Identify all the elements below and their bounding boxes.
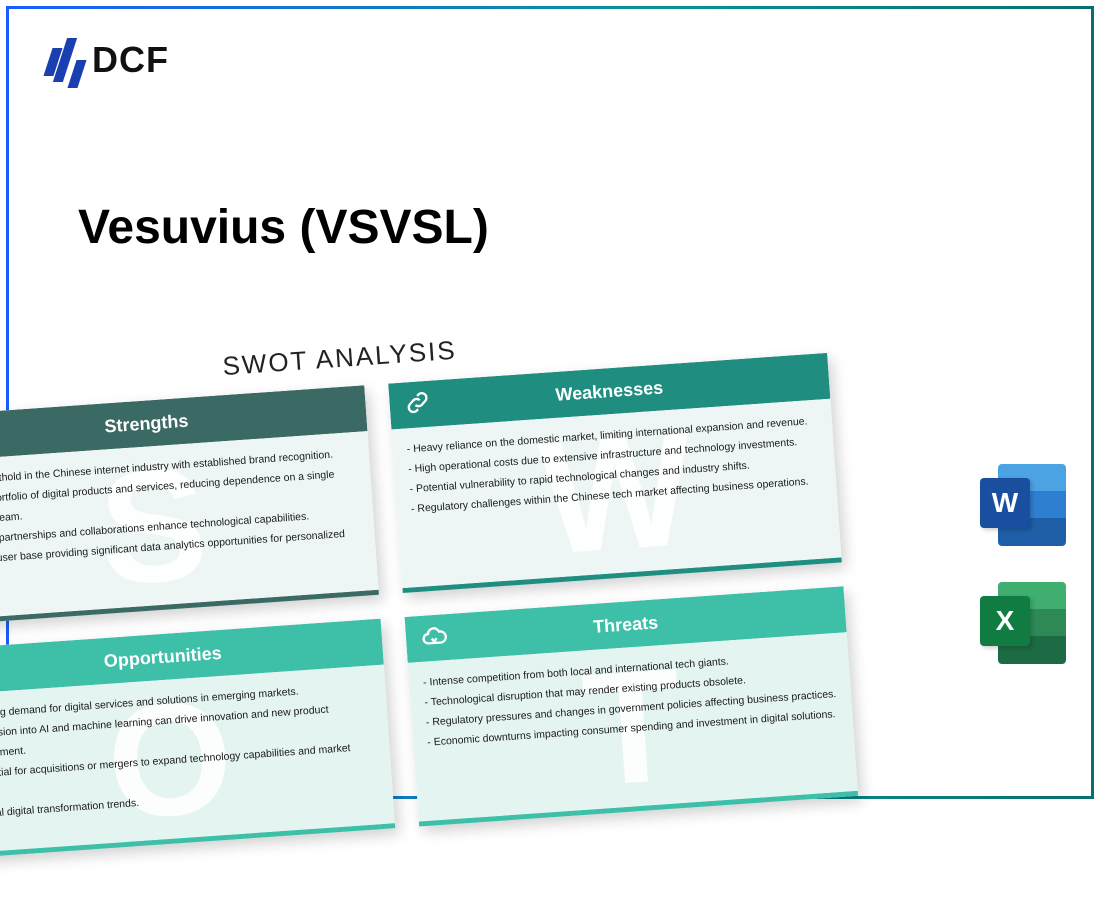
word-icon: W xyxy=(980,460,1070,550)
card-body: S Strong foothold in the Chinese interne… xyxy=(0,431,379,620)
excel-icon: X xyxy=(980,578,1070,668)
swot-card-weaknesses: Weaknesses W Heavy reliance on the domes… xyxy=(388,353,842,593)
swot-grid: Strengths S Strong foothold in the Chine… xyxy=(0,353,858,859)
card-title: Opportunities xyxy=(103,642,222,671)
card-body: T Intense competition from both local an… xyxy=(408,632,858,821)
card-title: Threats xyxy=(592,612,658,637)
logo-text: DCF xyxy=(92,39,169,81)
swot-card-strengths: Strengths S Strong foothold in the Chine… xyxy=(0,385,379,625)
card-title: Weaknesses xyxy=(555,377,664,405)
card-body: W Heavy reliance on the domestic market,… xyxy=(391,399,841,588)
brand-logo: DCF xyxy=(48,38,169,82)
link-icon xyxy=(403,387,433,422)
page-title: Vesuvius (VSVSL) xyxy=(78,200,489,255)
logo-mark xyxy=(48,38,82,82)
card-title: Strengths xyxy=(104,410,189,437)
swot-analysis: SWOT ANALYSIS Strengths S Strong foothol… xyxy=(0,319,857,901)
card-body: O Growing demand for digital services an… xyxy=(0,665,395,854)
excel-letter: X xyxy=(980,596,1030,646)
cloud-icon xyxy=(419,621,449,656)
word-letter: W xyxy=(980,478,1030,528)
swot-card-threats: Threats T Intense competition from both … xyxy=(405,586,859,826)
swot-card-opportunities: Opportunities O Growing demand for digit… xyxy=(0,619,395,859)
office-icons: W X xyxy=(980,460,1070,668)
